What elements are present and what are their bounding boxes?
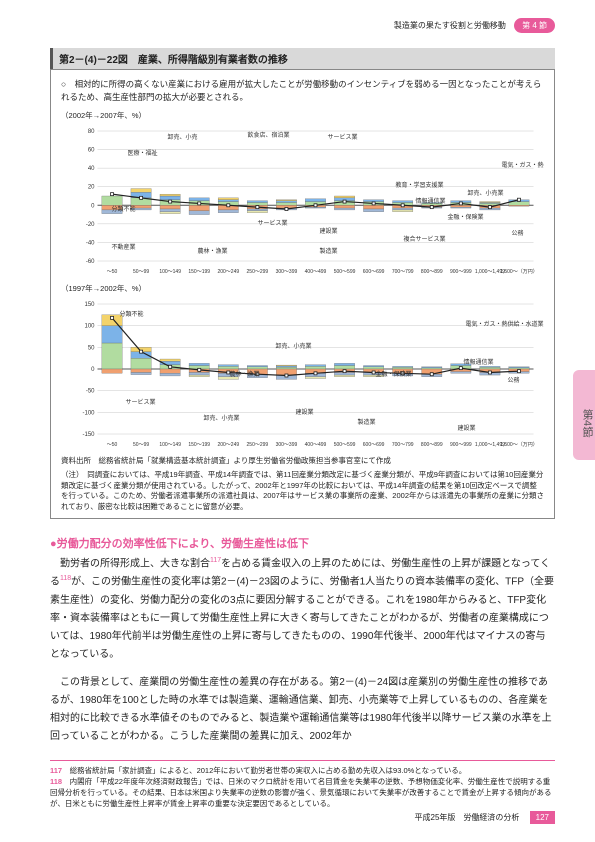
svg-text:200～249: 200～249: [217, 442, 239, 448]
svg-text:100: 100: [84, 323, 95, 329]
svg-text:分類不能: 分類不能: [112, 205, 136, 213]
svg-text:600～699: 600～699: [363, 269, 385, 275]
svg-text:公務: 公務: [512, 229, 524, 237]
svg-text:50～99: 50～99: [133, 269, 149, 275]
svg-text:農林・漁業: 農林・漁業: [198, 247, 228, 255]
footnote-117: 117 総務省統計局「家計調査」によると、2012年において勤労者世帯の実収入に…: [50, 765, 555, 776]
svg-text:建設業: 建設業: [296, 408, 314, 416]
svg-text:複合サービス業: 複合サービス業: [404, 235, 446, 243]
svg-text:金融・保険業: 金融・保険業: [376, 370, 412, 378]
footnote-118: 118 内閣府「平成22年度年次経済財政報告」では、日米のマクロ統計を用いて名目…: [50, 776, 555, 810]
svg-text:50: 50: [88, 345, 95, 351]
svg-text:200～249: 200～249: [217, 269, 239, 275]
svg-text:～50: ～50: [107, 269, 118, 275]
svg-text:1,500～（万円）: 1,500～（万円）: [500, 269, 538, 275]
svg-text:-150: -150: [82, 432, 95, 438]
svg-text:400～499: 400～499: [305, 442, 327, 448]
svg-text:150～199: 150～199: [188, 269, 210, 275]
svg-text:100～149: 100～149: [159, 442, 181, 448]
svg-text:150～199: 150～199: [188, 442, 210, 448]
svg-text:電気・ガス・熱供給・水道業: 電気・ガス・熱供給・水道業: [466, 320, 544, 328]
svg-text:80: 80: [88, 129, 95, 135]
svg-text:-60: -60: [86, 259, 95, 265]
svg-text:800～899: 800～899: [421, 442, 443, 448]
svg-text:900～999: 900～999: [450, 269, 472, 275]
chart1-subtitle: （2002年→2007年、%）: [61, 110, 544, 121]
figure-source: 資料出所 総務省統計局「就業構造基本統計調査」より厚生労働省労働政策担当参事官室…: [61, 456, 544, 467]
svg-text:卸売、小売業: 卸売、小売業: [276, 342, 312, 350]
svg-text:電気・ガス・熱供給・水道業: 電気・ガス・熱供給・水道業: [502, 161, 545, 169]
svg-text:300～399: 300～399: [276, 442, 298, 448]
svg-text:150: 150: [84, 302, 95, 308]
svg-text:卸売、小売業: 卸売、小売業: [468, 189, 504, 197]
svg-text:サービス業: サービス業: [126, 398, 156, 406]
svg-text:20: 20: [88, 184, 95, 190]
svg-text:500～599: 500～599: [334, 442, 356, 448]
figure-notes: （注） 同調査においては、平成19年調査、平成14年調査では、第11回産業分類改…: [61, 470, 544, 512]
svg-text:800～899: 800～899: [421, 269, 443, 275]
svg-text:建設業: 建設業: [320, 227, 338, 235]
svg-text:300～399: 300～399: [276, 269, 298, 275]
svg-text:卸売、小売: 卸売、小売: [168, 133, 198, 141]
svg-text:100～149: 100～149: [159, 269, 181, 275]
figure-lead: ○ 相対的に所得の高くない産業における雇用が拡大したことが労働移動のインセンティ…: [61, 78, 544, 104]
svg-text:400～499: 400～499: [305, 269, 327, 275]
svg-text:250～299: 250～299: [247, 269, 269, 275]
svg-text:～50: ～50: [107, 442, 118, 448]
chart2-subtitle: （1997年→2002年、%）: [61, 283, 544, 294]
svg-text:建設業: 建設業: [458, 424, 476, 432]
header-topic: 製造業の果たす役割と労働移動: [394, 21, 506, 30]
svg-text:サービス業: サービス業: [328, 133, 358, 141]
svg-text:不動産業: 不動産業: [112, 243, 136, 251]
page-number: 127: [530, 811, 555, 824]
svg-text:-50: -50: [86, 388, 95, 394]
svg-text:分類不能: 分類不能: [120, 310, 144, 318]
body-para-2: この背景として、産業間の労働生産性の差異の存在がある。第2－(4)－24図は産業…: [50, 674, 555, 746]
svg-text:情報通信業: 情報通信業: [464, 358, 494, 366]
svg-text:飲食店、宿泊業: 飲食店、宿泊業: [248, 131, 290, 139]
svg-text:700～799: 700～799: [392, 269, 414, 275]
svg-text:0: 0: [91, 367, 95, 373]
svg-text:農林・漁業: 農林・漁業: [230, 370, 260, 378]
side-tab: 第4節: [573, 370, 595, 460]
svg-text:医療・福祉: 医療・福祉: [128, 149, 158, 157]
svg-text:1,500～（万円）: 1,500～（万円）: [500, 442, 538, 448]
svg-text:-40: -40: [86, 240, 95, 246]
chart2: -150 -100 -50 0 50 100 150 ～50 50～99 100～149 150～1…: [61, 298, 544, 448]
svg-text:600～699: 600～699: [363, 442, 385, 448]
svg-text:700～799: 700～799: [392, 442, 414, 448]
svg-text:公務: 公務: [508, 376, 520, 384]
footer: 平成25年版 労働経済の分析 127: [415, 811, 556, 824]
svg-text:50～99: 50～99: [133, 442, 149, 448]
svg-text:製造業: 製造業: [358, 418, 376, 426]
svg-text:金融・保険業: 金融・保険業: [448, 213, 484, 221]
svg-text:教育・学習支援業: 教育・学習支援業: [396, 181, 444, 189]
svg-text:60: 60: [88, 147, 95, 153]
svg-text:250～299: 250～299: [247, 442, 269, 448]
svg-text:0: 0: [91, 203, 95, 209]
chart1: -60 -40 -20 0 20 40 60 80 ～50 50～99 100～149 150～199…: [61, 125, 544, 275]
svg-text:製造業: 製造業: [320, 247, 338, 255]
svg-text:40: 40: [88, 166, 95, 172]
figure-box: ○ 相対的に所得の高くない産業における雇用が拡大したことが労働移動のインセンティ…: [50, 69, 555, 519]
header: 製造業の果たす役割と労働移動 第 4 節: [394, 18, 555, 33]
section-badge: 第 4 節: [514, 18, 555, 33]
svg-text:900～999: 900～999: [450, 442, 472, 448]
svg-text:-100: -100: [82, 410, 95, 416]
svg-text:卸売、小売業: 卸売、小売業: [204, 414, 240, 422]
footer-text: 平成25年版 労働経済の分析: [415, 813, 520, 822]
svg-text:500～599: 500～599: [334, 269, 356, 275]
svg-text:サービス業: サービス業: [258, 219, 288, 227]
page: 製造業の果たす役割と労働移動 第 4 節 第2－(4)－22図 産業、所得階級別…: [0, 0, 595, 842]
figure-title: 第2－(4)－22図 産業、所得階級別有業者数の推移: [50, 48, 555, 69]
section-heading: ●労働力配分の効率性低下により、労働生産性は低下: [50, 535, 555, 551]
svg-text:情報通信業: 情報通信業: [416, 197, 446, 205]
footnotes: 117 総務省統計局「家計調査」によると、2012年において勤労者世帯の実収入に…: [50, 760, 555, 810]
svg-text:-20: -20: [86, 221, 95, 227]
body-para-1: 勤労者の所得形成上、大きな割合117を占める賃金収入の上昇のためには、労働生産性…: [50, 555, 555, 664]
